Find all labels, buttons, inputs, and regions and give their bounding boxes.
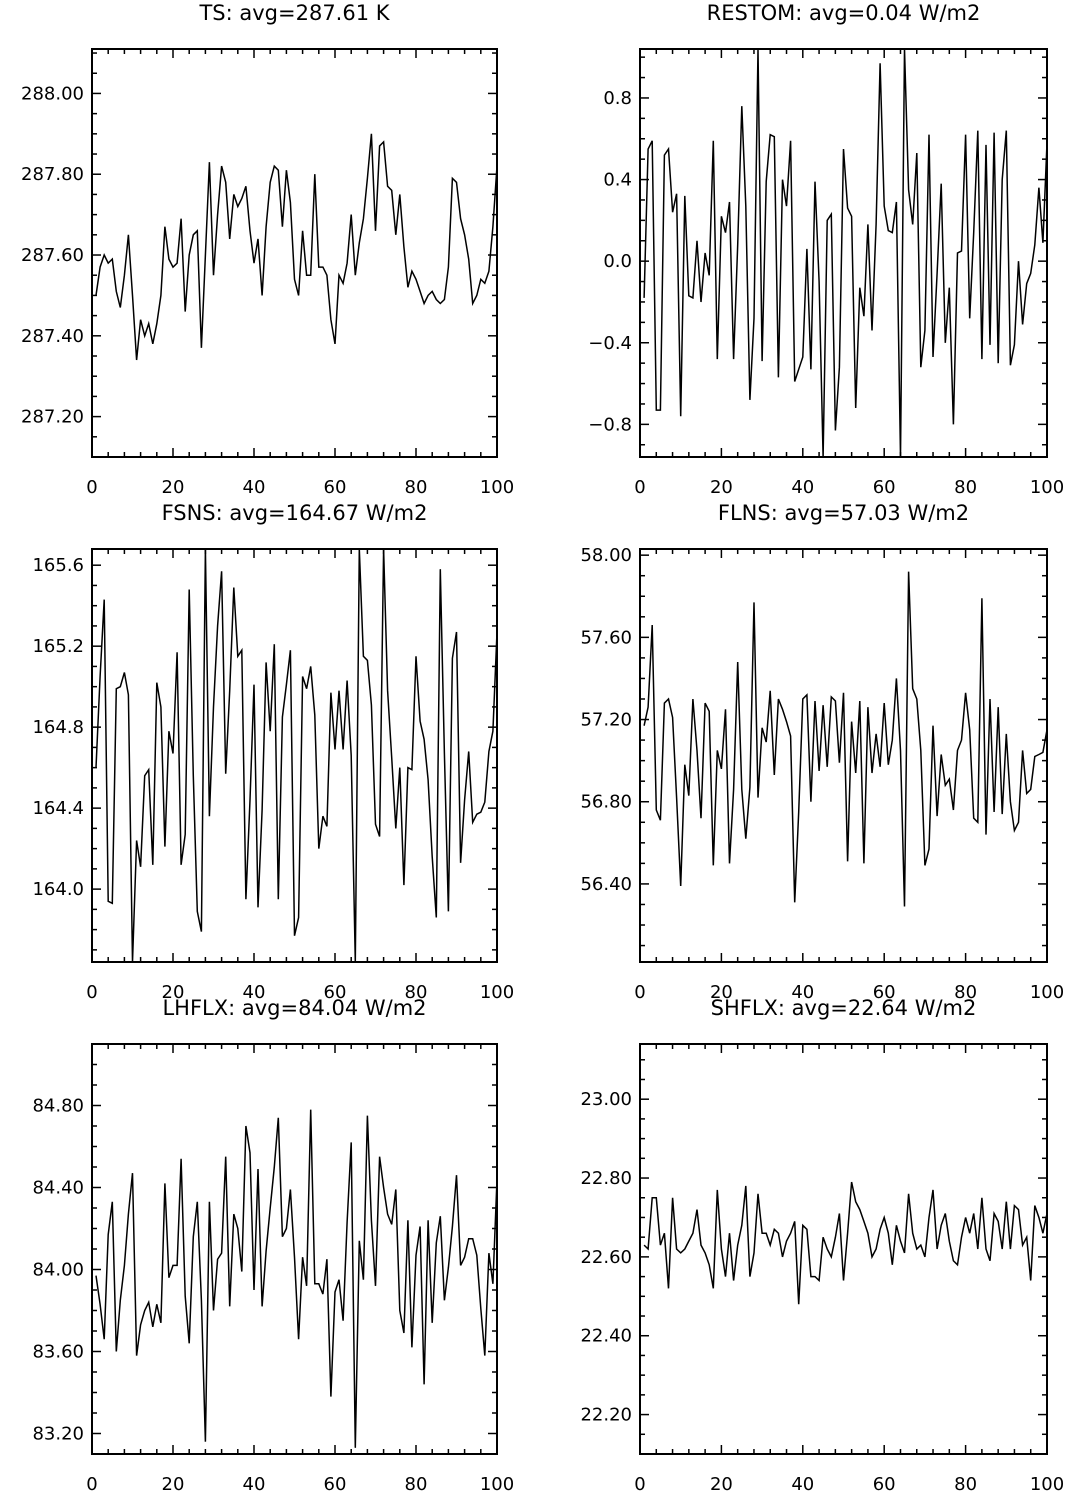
chart-panel-5: LHFLX: avg=84.04 W/m2 0 20 40 60 80 100 83.20 83… <box>32 996 514 1494</box>
x-tick-label: 60 <box>873 982 896 1003</box>
y-tick-label: 164.8 <box>32 717 84 738</box>
y-tick-label: 165.6 <box>32 555 84 576</box>
plot-frame <box>639 548 1048 963</box>
x-tick-label: 0 <box>86 477 97 498</box>
y-tick-label: 84.40 <box>32 1178 84 1199</box>
chart-title: LHFLX: avg=84.04 W/m2 <box>162 996 426 1020</box>
y-tick-label: 287.80 <box>21 164 84 185</box>
x-tick-label: 80 <box>405 982 428 1003</box>
y-tick-label: 288.00 <box>21 83 84 104</box>
x-tick-label: 40 <box>243 982 266 1003</box>
x-tick-label: 20 <box>162 982 185 1003</box>
chart-title: FSNS: avg=164.67 W/m2 <box>162 501 428 525</box>
x-tick-label: 100 <box>1030 477 1064 498</box>
x-tick-label: 60 <box>873 477 896 498</box>
x-tick-label: 80 <box>954 477 977 498</box>
x-tick-label: 60 <box>873 1474 896 1494</box>
plot-frame <box>91 48 498 458</box>
y-tick-label: 0.8 <box>603 88 632 109</box>
chart-panel-2: RESTOM: avg=0.04 W/m2 0 20 40 60 80 100 −0.8 −0.… <box>588 1 1064 498</box>
x-tick-label: 80 <box>954 1474 977 1494</box>
series-line <box>643 571 1047 907</box>
y-tick-label: 22.80 <box>580 1168 632 1189</box>
y-tick-label: 84.00 <box>32 1260 84 1281</box>
y-tick-label: −0.8 <box>588 414 632 435</box>
y-tick-label: 22.60 <box>580 1247 632 1268</box>
x-tick-label: 20 <box>162 477 185 498</box>
x-tick-label: 40 <box>791 982 814 1003</box>
chart-panel-1: TS: avg=287.61 K 0 20 40 60 80 100 287.20 287.40… <box>21 1 514 498</box>
x-tick-label: 100 <box>1030 1474 1064 1494</box>
y-tick-label: 56.80 <box>580 792 632 813</box>
x-tick-label: 20 <box>710 982 733 1003</box>
plot-frame <box>639 48 1048 458</box>
series-line <box>643 1181 1047 1305</box>
x-tick-label: 0 <box>634 982 645 1003</box>
y-tick-label: 287.20 <box>21 407 84 428</box>
x-tick-label: 60 <box>324 477 347 498</box>
x-tick-label: 20 <box>710 477 733 498</box>
y-tick-label: 165.2 <box>32 636 84 657</box>
y-tick-label: 56.40 <box>580 874 632 895</box>
y-tick-label: 0.0 <box>603 251 632 272</box>
y-tick-label: 83.20 <box>32 1424 84 1445</box>
y-tick-label: 0.4 <box>603 170 632 191</box>
x-tick-label: 40 <box>243 477 266 498</box>
chart-title: FLNS: avg=57.03 W/m2 <box>718 501 969 525</box>
y-tick-label: 287.40 <box>21 326 84 347</box>
series-line <box>95 1109 497 1448</box>
y-tick-label: 57.60 <box>580 627 632 648</box>
x-tick-label: 20 <box>162 1474 185 1494</box>
chart-title: TS: avg=287.61 K <box>198 1 390 25</box>
x-tick-label: 60 <box>324 982 347 1003</box>
series-line <box>95 549 497 962</box>
x-tick-label: 80 <box>954 982 977 1003</box>
y-tick-label: 84.80 <box>32 1096 84 1117</box>
x-tick-label: 0 <box>86 1474 97 1494</box>
x-tick-label: 0 <box>86 982 97 1003</box>
y-tick-label: 164.4 <box>32 798 84 819</box>
x-tick-label: 20 <box>710 1474 733 1494</box>
y-tick-label: 23.00 <box>580 1089 632 1110</box>
y-tick-label: 57.20 <box>580 710 632 731</box>
plot-frame <box>639 1043 1048 1455</box>
x-tick-label: 100 <box>480 1474 514 1494</box>
plot-frame <box>91 548 498 963</box>
y-tick-label: 83.60 <box>32 1342 84 1363</box>
x-tick-label: 60 <box>324 1474 347 1494</box>
x-tick-label: 80 <box>405 477 428 498</box>
x-tick-label: 40 <box>791 1474 814 1494</box>
chart-title: SHFLX: avg=22.64 W/m2 <box>711 996 977 1020</box>
x-tick-label: 0 <box>634 477 645 498</box>
x-tick-label: 100 <box>1030 982 1064 1003</box>
chart-panel-3: FSNS: avg=164.67 W/m2 0 20 40 60 80 100 164.0 16… <box>32 501 514 1003</box>
x-tick-label: 80 <box>405 1474 428 1494</box>
y-tick-label: 22.40 <box>580 1326 632 1347</box>
x-tick-label: 40 <box>791 477 814 498</box>
y-tick-label: 58.00 <box>580 545 632 566</box>
chart-panel-4: FLNS: avg=57.03 W/m2 0 20 40 60 80 100 56.40 56.… <box>580 501 1064 1003</box>
x-tick-label: 100 <box>480 982 514 1003</box>
y-tick-label: −0.4 <box>588 333 632 354</box>
y-tick-label: 22.20 <box>580 1405 632 1426</box>
x-tick-label: 40 <box>243 1474 266 1494</box>
chart-title: RESTOM: avg=0.04 W/m2 <box>707 1 981 25</box>
x-tick-label: 0 <box>634 1474 645 1494</box>
y-tick-label: 287.60 <box>21 245 84 266</box>
series-line <box>643 49 1047 457</box>
x-tick-label: 100 <box>480 477 514 498</box>
chart-panel-6: SHFLX: avg=22.64 W/m2 0 20 40 60 80 100 22.20 22… <box>580 996 1064 1494</box>
y-tick-label: 164.0 <box>32 879 84 900</box>
series-line <box>95 133 497 361</box>
